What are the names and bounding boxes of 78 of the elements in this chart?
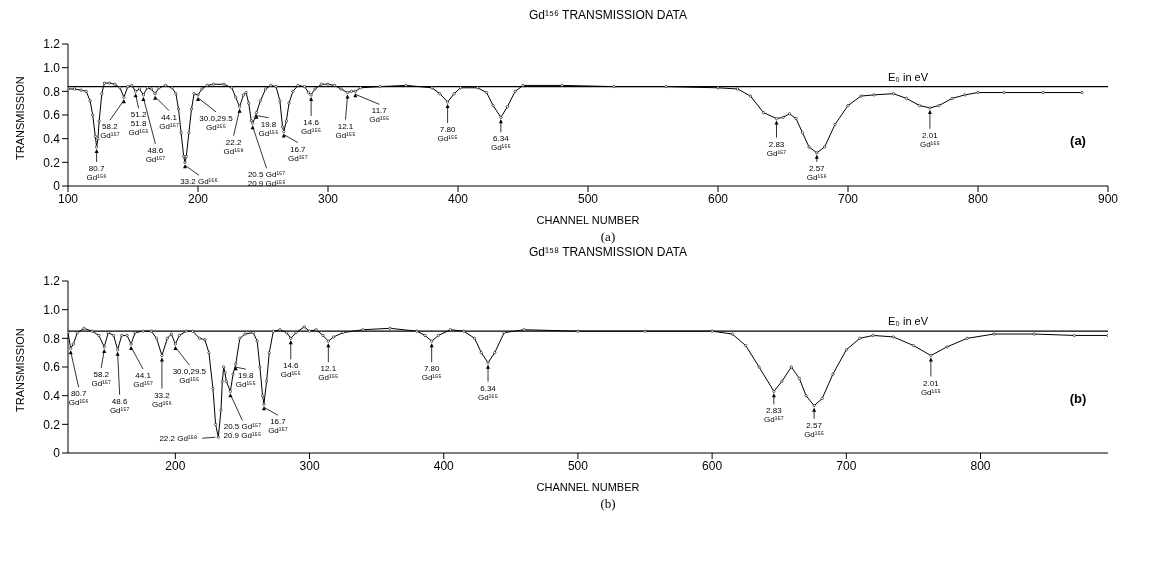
y-axis-title: TRANSMISSION	[13, 76, 26, 160]
annotation: 30.0,29.5 Gd¹⁵⁵	[172, 367, 207, 386]
x-axis-title: CHANNEL NUMBER	[536, 214, 640, 226]
x-tick-label: 400	[447, 191, 469, 206]
y-tick-label: 0	[53, 179, 61, 194]
annotation: (a)	[1070, 132, 1086, 148]
annotation: 2.01 Gd¹⁵⁵	[920, 378, 941, 397]
x-tick-label: 700	[837, 191, 859, 206]
annotation: 80.7 Gd¹⁵⁶	[68, 389, 89, 408]
x-tick-label: 300	[317, 191, 339, 206]
chart-title: Gd¹⁵⁶ TRANSMISSION DATA	[528, 8, 688, 24]
x-tick-label: 600	[702, 458, 723, 473]
ref-line-label: E₀ in eV	[887, 70, 929, 83]
y-tick-label: 0.2	[43, 155, 61, 170]
annotation: 16.7 Gd¹⁵⁷	[288, 144, 308, 163]
y-axis-title: TRANSMISSION	[13, 328, 26, 412]
annotation: 33.2 Gd¹⁵⁶	[180, 177, 218, 187]
x-tick-label: 900	[1097, 191, 1119, 206]
annotation: 19.8 Gd¹⁵⁵	[258, 119, 279, 138]
x-tick-label: 800	[970, 458, 991, 473]
ref-line-label: E₀ in eV	[887, 315, 929, 328]
annotation: 14.6 Gd¹⁵⁵	[280, 361, 301, 380]
annotation: 20.5 Gd¹⁵⁷ 20.9 Gd¹⁵⁵	[247, 170, 286, 189]
x-tick-label: 300	[299, 458, 320, 473]
y-tick-label: 0.4	[43, 131, 61, 146]
annotation: 11.7 Gd¹⁵⁵	[369, 106, 390, 125]
annotation: 2.01 Gd¹⁵⁵	[919, 130, 940, 149]
annotation: 44.1 Gd¹⁵⁷	[159, 112, 179, 131]
y-tick-label: 0.8	[43, 84, 61, 99]
annotation: 44.1 Gd¹⁵⁷	[133, 371, 153, 390]
annotation: 33.2 Gd¹⁵⁶	[151, 390, 172, 409]
annotation: 2.83 Gd¹⁵⁷	[766, 139, 787, 158]
x-tick-label: 100	[57, 191, 79, 206]
annotation: 6.34 Gd¹⁵⁵	[490, 134, 511, 153]
x-tick-label: 700	[836, 458, 857, 473]
y-tick-label: 1.0	[43, 302, 61, 317]
y-tick-label: 0.6	[43, 108, 61, 123]
annotation: 12.1 Gd¹⁵⁵	[335, 121, 356, 140]
annotation: 20.5 Gd¹⁵⁷ 20.9 Gd¹⁵⁵	[223, 422, 262, 441]
annotation: 48.6 Gd¹⁵⁷	[109, 396, 130, 415]
annotation: 6.34 Gd¹⁵⁵	[478, 383, 499, 402]
annotation: 80.7 Gd¹⁵⁶	[86, 163, 107, 182]
annotation: 58.2 Gd¹⁵⁷	[100, 122, 120, 141]
y-tick-label: 1.2	[43, 37, 61, 52]
y-tick-label: 1.0	[43, 60, 61, 75]
x-tick-label: 200	[165, 458, 186, 473]
annotation: 58.2 Gd¹⁵⁷	[91, 369, 112, 388]
text: (b)	[599, 496, 617, 512]
annotation: 30.0,29.5 Gd¹⁵⁵	[199, 113, 234, 132]
chart-title: Gd¹⁵⁸ TRANSMISSION DATA	[527, 245, 689, 261]
x-tick-label: 600	[707, 191, 729, 206]
y-tick-label: 0.6	[43, 360, 61, 375]
annotation: 22.2 Gd¹⁵⁸	[159, 434, 198, 444]
y-tick-label: 1.2	[43, 274, 61, 289]
x-tick-label: 200	[187, 191, 209, 206]
annotation: 12.1 Gd¹⁵⁵	[318, 364, 339, 383]
x-tick-label: 500	[577, 191, 599, 206]
annotation: 7.80 Gd¹⁵⁵	[421, 364, 442, 383]
x-axis-title: CHANNEL NUMBER	[536, 481, 640, 493]
x-tick-label: 400	[433, 458, 455, 473]
annotation: 2.57 Gd¹⁵⁶	[806, 163, 827, 182]
annotation: (b)	[1069, 390, 1087, 406]
annotation: 48.6 Gd¹⁵⁷	[145, 145, 166, 164]
annotation: 14.6 Gd¹⁵⁵	[301, 117, 322, 136]
x-tick-label: 500	[567, 458, 589, 473]
y-tick-label: 0	[53, 446, 61, 461]
y-tick-label: 0.8	[43, 331, 61, 346]
y-tick-label: 0.4	[43, 388, 61, 403]
annotation: 19.8 Gd¹⁵⁵	[235, 371, 256, 390]
y-tick-label: 0.2	[43, 417, 61, 432]
text: (a)	[599, 229, 617, 245]
annotation: 51.2 51.8 Gd¹⁵⁵	[128, 110, 149, 138]
annotation: 16.7 Gd¹⁵⁷	[268, 417, 288, 436]
annotation: 22.2 Gd¹⁵⁸	[223, 137, 244, 156]
annotation: 7.80 Gd¹⁵⁵	[437, 124, 458, 143]
annotation: 2.57 Gd¹⁵⁵	[804, 420, 825, 439]
annotation: 2.83 Gd¹⁵⁷	[764, 406, 784, 425]
x-tick-label: 800	[967, 191, 989, 206]
